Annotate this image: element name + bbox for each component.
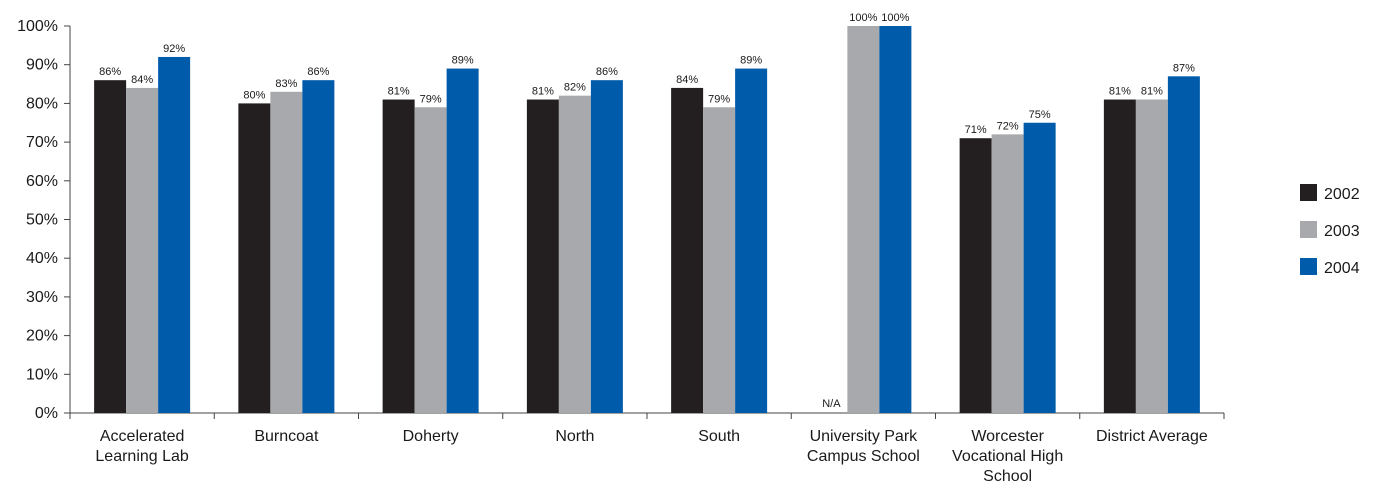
bar-2003 — [847, 26, 880, 413]
y-tick-label: 30% — [26, 289, 58, 306]
data-label: 92% — [163, 43, 185, 55]
legend-label: 2002 — [1324, 186, 1360, 203]
x-tick-label: Doherty — [403, 428, 459, 445]
bar-2003 — [991, 134, 1024, 414]
legend-swatch-2004 — [1300, 258, 1317, 275]
bar-2002 — [671, 87, 704, 414]
bar-2004 — [1167, 76, 1200, 413]
x-tick-label: Accelerated Learning Lab — [95, 428, 189, 465]
legend-label: 2004 — [1324, 260, 1360, 277]
data-label: 79% — [420, 93, 442, 105]
bar-2004 — [446, 68, 479, 413]
data-label: 81% — [1109, 86, 1131, 98]
data-label: 100% — [881, 12, 909, 24]
bar-2004 — [735, 68, 768, 413]
legend-swatch-2002 — [1300, 184, 1317, 201]
data-label: 71% — [965, 124, 987, 136]
data-label: 83% — [275, 78, 297, 90]
y-tick-label: 50% — [26, 212, 58, 229]
data-label: 84% — [676, 74, 698, 86]
data-label: 84% — [131, 74, 153, 86]
bar-2002 — [382, 99, 415, 413]
x-tick-label: Worcester Vocational High School — [952, 428, 1063, 485]
bar-2002 — [959, 138, 992, 414]
bar-2004 — [1023, 122, 1056, 413]
y-tick-label: 70% — [26, 134, 58, 151]
data-label: 89% — [452, 55, 474, 67]
bar-2003 — [1135, 99, 1168, 413]
data-label: 72% — [997, 120, 1019, 132]
bar-2002 — [94, 80, 127, 414]
data-label: 86% — [307, 66, 329, 78]
bar-2003 — [270, 91, 303, 413]
data-label: N/A — [822, 398, 841, 410]
bar-2004 — [879, 26, 912, 413]
y-tick-label: 0% — [35, 405, 58, 422]
y-axis: 0% 10% 20% 30% 40% 50% 60% 70% 80% 90% 100% — [17, 18, 71, 422]
data-label: 79% — [708, 93, 730, 105]
bar-2002 — [238, 103, 271, 414]
x-tick-label: District Average — [1096, 428, 1208, 445]
bar-2003 — [703, 107, 736, 414]
y-tick-label: 60% — [26, 173, 58, 190]
y-tick-label: 40% — [26, 250, 58, 267]
bar-2003 — [414, 107, 447, 414]
y-tick-label: 90% — [26, 57, 58, 74]
data-label: 75% — [1029, 109, 1051, 121]
data-label: 87% — [1173, 62, 1195, 74]
y-tick-label: 100% — [17, 18, 58, 35]
legend-swatch-2003 — [1300, 221, 1317, 238]
data-label: 80% — [243, 89, 265, 101]
y-tick-label: 10% — [26, 366, 58, 383]
x-tick-label: Burncoat — [254, 428, 319, 445]
data-label: 86% — [99, 66, 121, 78]
y-tick-label: 20% — [26, 328, 58, 345]
bar-2003 — [558, 95, 591, 413]
data-label: 81% — [1141, 86, 1163, 98]
bar-2002 — [1103, 99, 1136, 413]
bar-2004 — [158, 56, 191, 414]
legend: 2002 2003 2004 — [1300, 184, 1360, 277]
data-label: 89% — [740, 55, 762, 67]
bar-2002 — [526, 99, 559, 413]
bars: 86% 84% 92% 80% 83% 86% 81% 79% 89% 81% 82% 86% 84% 7… — [94, 12, 1200, 414]
x-tick-label: North — [555, 428, 594, 445]
x-tick-label: University Park Campus School — [807, 428, 920, 465]
bar-2004 — [590, 80, 623, 414]
x-axis: Accelerated Learning Lab Burncoat Doherty No… — [69, 412, 1225, 485]
x-tick-label: South — [698, 428, 740, 445]
data-label: 81% — [532, 86, 554, 98]
data-label: 100% — [849, 12, 877, 24]
y-tick-label: 80% — [26, 95, 58, 112]
bar-2003 — [126, 87, 159, 414]
data-label: 82% — [564, 82, 586, 94]
data-label: 86% — [596, 66, 618, 78]
legend-label: 2003 — [1324, 223, 1360, 240]
bar-2004 — [302, 80, 335, 414]
data-label: 81% — [388, 86, 410, 98]
